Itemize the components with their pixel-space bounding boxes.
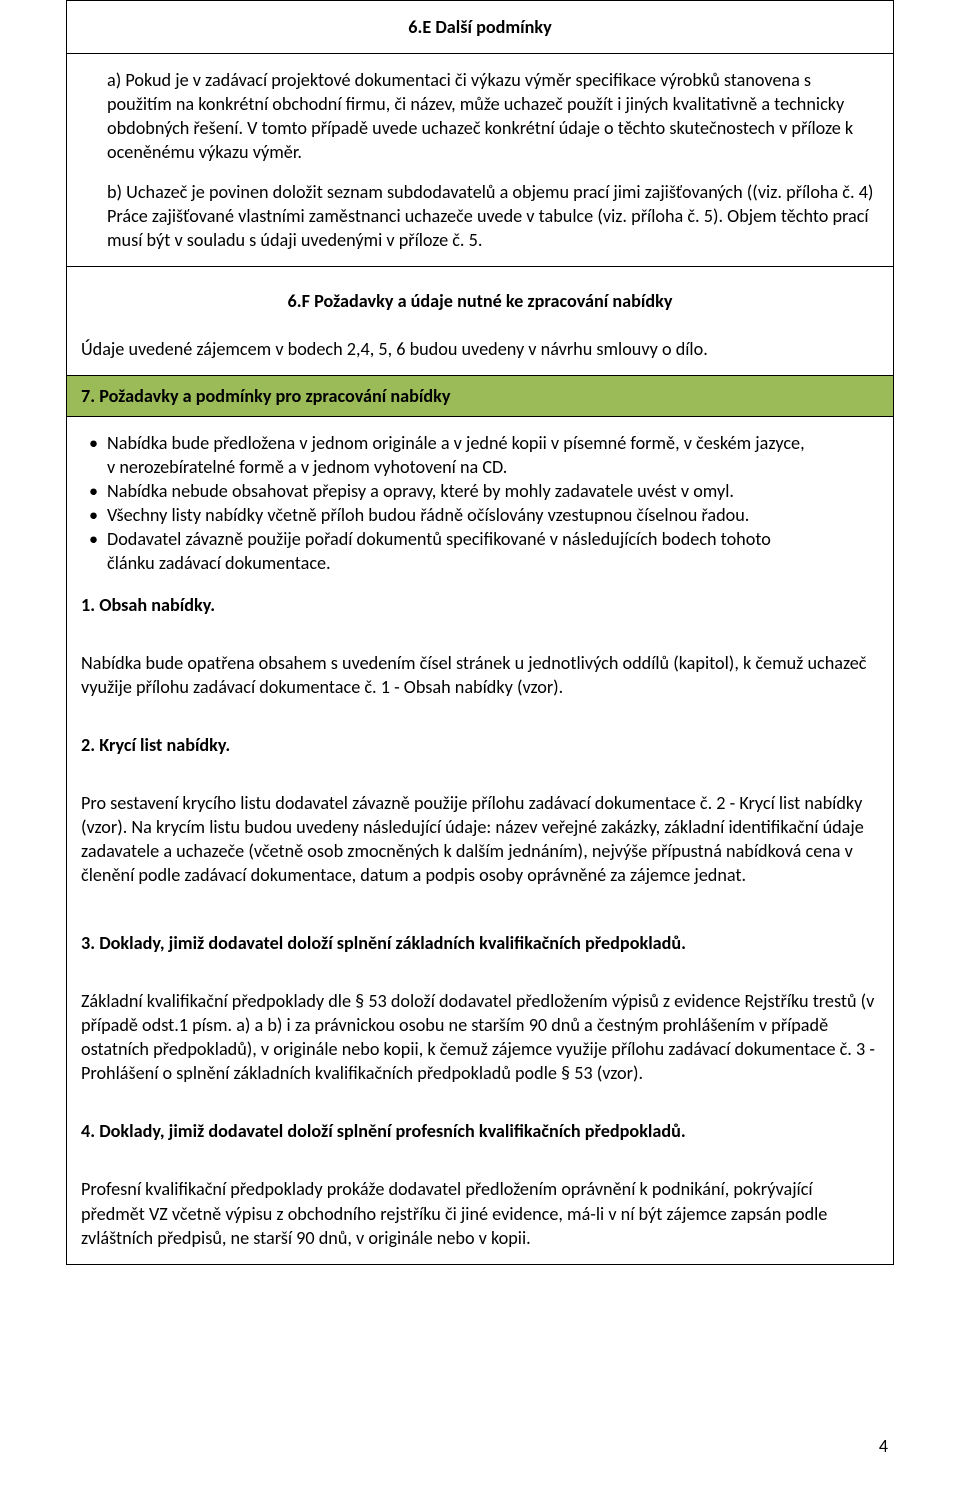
section-7-header-row: 7. Požadavky a podmínky pro zpracování n…: [67, 376, 894, 417]
section-6f-para: Údaje uvedené zájemcem v bodech 2,4, 5, …: [81, 337, 879, 361]
bullet-text: Nabídka bude předložena v jednom originá…: [107, 432, 805, 454]
section-7-4-para: Profesní kvalifikační předpoklady prokáž…: [81, 1177, 879, 1249]
document-page: 6.E Další podmínky a) Pokud je v zadávac…: [0, 0, 960, 1485]
section-7-1-para: Nabídka bude opatřena obsahem s uvedením…: [81, 651, 879, 699]
section-6e-body-row: a) Pokud je v zadávací projektové dokume…: [67, 54, 894, 267]
section-7-3-para: Základní kvalifikační předpoklady dle § …: [81, 989, 879, 1085]
section-7-title: 7. Požadavky a podmínky pro zpracování n…: [67, 376, 894, 417]
section-7-body-row: Nabídka bude předložena v jednom originá…: [67, 417, 894, 1264]
section-7-4-heading: 4. Doklady, jimiž dodavatel doloží splně…: [81, 1119, 879, 1143]
section-7-1-heading: 1. Obsah nabídky.: [81, 593, 879, 617]
section-7-2-para: Pro sestavení krycího listu dodavatel zá…: [81, 791, 879, 887]
section-6f-title: 6.F Požadavky a údaje nutné ke zpracován…: [81, 281, 879, 321]
section-6f-row: 6.F Požadavky a údaje nutné ke zpracován…: [67, 267, 894, 376]
list-item: Nabídka bude předložena v jednom originá…: [81, 431, 879, 479]
section-7-3-heading: 3. Doklady, jimiž dodavatel doloží splně…: [81, 931, 879, 955]
list-item: Všechny listy nabídky včetně příloh budo…: [81, 503, 879, 527]
list-item: Dodavatel závazně použije pořadí dokumen…: [81, 527, 879, 575]
section-6e-body: a) Pokud je v zadávací projektové dokume…: [67, 54, 894, 267]
section-6e-header-row: 6.E Další podmínky: [67, 1, 894, 54]
section-6f-body: 6.F Požadavky a údaje nutné ke zpracován…: [67, 267, 894, 376]
section-7-body: Nabídka bude předložena v jednom originá…: [67, 417, 894, 1264]
list-item: Nabídka nebude obsahovat přepisy a oprav…: [81, 479, 879, 503]
section-6e-para-a: a) Pokud je v zadávací projektové dokume…: [81, 68, 879, 164]
section-6e-title: 6.E Další podmínky: [67, 1, 894, 54]
section-7-2-heading: 2. Krycí list nabídky.: [81, 733, 879, 757]
section-7-bullets: Nabídka bude předložena v jednom originá…: [81, 431, 879, 575]
bullet-sub: v nerozebíratelné formě a v jednom vyhot…: [107, 455, 879, 479]
section-6-table: 6.E Další podmínky a) Pokud je v zadávac…: [66, 0, 894, 1265]
bullet-sub: článku zadávací dokumentace.: [107, 551, 879, 575]
bullet-text: Dodavatel závazně použije pořadí dokumen…: [107, 528, 771, 550]
page-number: 4: [879, 1435, 888, 1457]
section-6e-para-b: b) Uchazeč je povinen doložit seznam sub…: [81, 180, 879, 252]
